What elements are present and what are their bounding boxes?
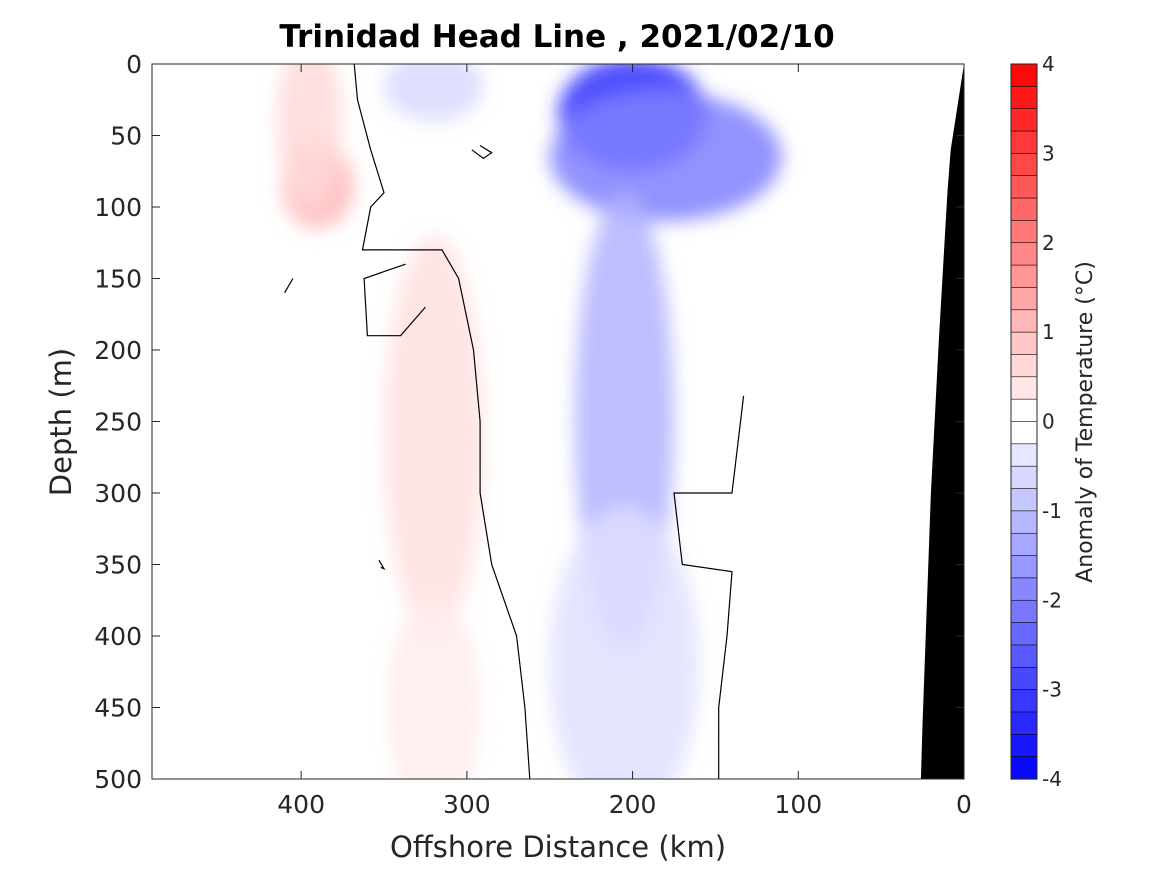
y-tick-label: 300	[94, 479, 142, 508]
colorbar-tick-label: -3	[1042, 678, 1062, 702]
colorbar-swatch	[1010, 421, 1038, 445]
y-tick-label: 400	[94, 622, 142, 651]
colorbar-swatch	[1010, 331, 1038, 356]
colorbar-swatch	[1010, 734, 1038, 758]
anomaly-cold-tongue-deep	[549, 507, 699, 779]
colorbar-tick-label: -4	[1042, 767, 1062, 791]
y-tick-label: 150	[94, 265, 142, 294]
y-tick-label: 450	[94, 694, 142, 723]
anomaly-field	[276, 64, 782, 779]
x-axis-ticks: 400 300 200 100 0	[277, 64, 972, 819]
colorbar-tick-label: -2	[1042, 588, 1062, 612]
colorbar-tick-label: 0	[1042, 410, 1055, 434]
plot-area	[276, 64, 964, 779]
colorbar-swatch	[1010, 376, 1038, 400]
colorbar-swatch	[1010, 622, 1038, 646]
colorbar-swatch	[1010, 86, 1038, 110]
colorbar-swatch	[1010, 666, 1038, 691]
colorbar-label: Anomaly of Temperature (°C)	[1073, 261, 1098, 583]
colorbar-swatch	[1010, 465, 1038, 490]
colorbar-swatch	[1010, 510, 1038, 534]
y-tick-label: 350	[94, 551, 142, 580]
colorbar-tick-label: 2	[1042, 231, 1055, 255]
colorbar-swatch	[1010, 689, 1038, 713]
colorbar-swatch	[1010, 756, 1038, 780]
y-tick-label: 100	[94, 193, 142, 222]
y-tick-label: 250	[94, 408, 142, 437]
zero-contour	[378, 559, 386, 571]
colorbar-tick-label: 4	[1042, 52, 1055, 76]
colorbar-swatch	[1010, 599, 1038, 624]
x-tick-label: 100	[774, 790, 822, 819]
bathymetry-fill	[920, 64, 964, 779]
colorbar-swatch	[1010, 488, 1038, 512]
y-tick-label: 50	[110, 122, 142, 151]
x-tick-label: 400	[277, 790, 325, 819]
anomaly-warm-band-upper	[276, 64, 343, 207]
anomaly-warm-band-deep	[387, 593, 481, 779]
x-tick-label: 0	[956, 790, 972, 819]
colorbar-swatch	[1010, 354, 1038, 378]
zero-contours	[284, 64, 745, 779]
colorbar-swatch	[1010, 108, 1038, 132]
colorbar-tick-label: 3	[1042, 141, 1055, 165]
colorbar-tick-label: 1	[1042, 320, 1055, 344]
x-tick-label: 300	[443, 790, 491, 819]
colorbar-swatch	[1010, 130, 1038, 154]
colorbar-tick-label: -1	[1042, 499, 1062, 523]
colorbar-swatch	[1010, 63, 1038, 87]
anomaly-warm-band-subsurface	[384, 235, 484, 637]
zero-contour	[471, 144, 493, 160]
colorbar-swatch	[1010, 555, 1038, 579]
colorbar-swatch	[1010, 264, 1038, 289]
colorbar-swatch	[1010, 153, 1038, 177]
colorbar-swatch	[1010, 644, 1038, 668]
zero-contour	[673, 395, 745, 779]
y-tick-label: 500	[94, 765, 142, 794]
y-tick-label: 200	[94, 336, 142, 365]
zero-contour	[363, 263, 426, 337]
colorbar-swatch	[1010, 532, 1038, 557]
anomaly-cold-core-upper	[549, 92, 782, 222]
chart-title: Trinidad Head Line , 2021/02/10	[279, 19, 834, 55]
colorbar-swatch	[1010, 287, 1038, 311]
colorbar-swatch	[1010, 220, 1038, 244]
colorbar-swatch	[1010, 398, 1038, 423]
colorbar-swatch	[1010, 309, 1038, 333]
zero-contour	[353, 64, 531, 779]
colorbar-swatch	[1010, 197, 1038, 221]
colorbar-swatch	[1010, 242, 1038, 266]
colorbar-swatch	[1010, 443, 1038, 467]
colorbar-swatch	[1010, 175, 1038, 199]
y-axis-label: Depth (m)	[44, 348, 78, 496]
colorbar-frame	[1010, 63, 1038, 780]
colorbar-swatch	[1010, 577, 1038, 601]
colorbar-swatch	[1010, 711, 1038, 735]
anomaly-cold-patch-surface	[384, 64, 484, 122]
y-axis-ticks: 0 50 100 150 200 250 300 350 400 450 500	[94, 50, 964, 794]
y-tick-label: 0	[126, 50, 142, 79]
x-tick-label: 200	[609, 790, 657, 819]
x-axis-label: Offshore Distance (km)	[390, 830, 726, 864]
colorbar: 4 3 2 1 0 -1 -2 -3 -4	[1010, 52, 1062, 791]
zero-contour	[284, 278, 294, 294]
